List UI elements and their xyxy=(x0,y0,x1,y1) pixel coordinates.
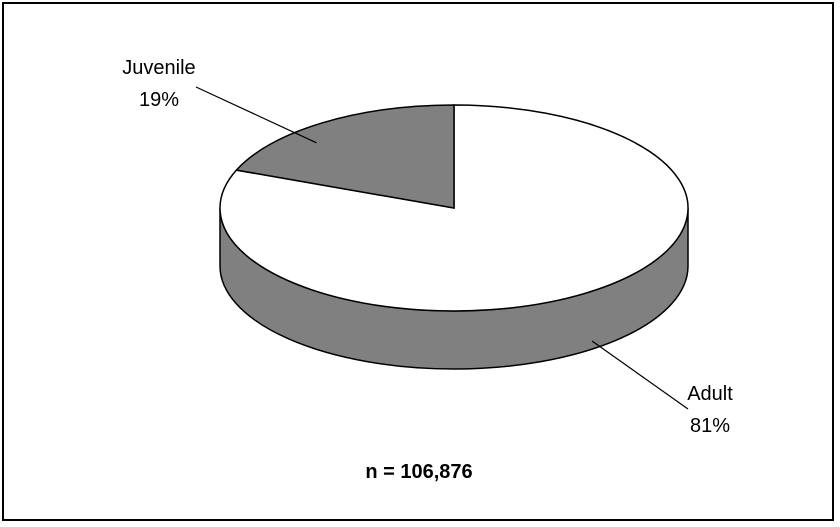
slice-label-adult: Adult xyxy=(687,383,733,405)
pie-top-face xyxy=(219,104,689,312)
leader-lines xyxy=(195,86,689,410)
leader-line-adult xyxy=(591,340,689,410)
leader-line-juvenile xyxy=(195,86,317,144)
sample-size-note: n = 106,876 xyxy=(365,461,472,483)
pie-slice-juvenile xyxy=(234,104,455,209)
slice-pct-adult: 81% xyxy=(690,415,730,437)
slice-label-juvenile: Juvenile xyxy=(122,57,195,79)
pie-chart: Juvenile 19% Adult 81% n = 106,876 xyxy=(122,57,733,483)
slice-pct-juvenile: 19% xyxy=(139,89,179,111)
chart-frame: Juvenile 19% Adult 81% n = 106,876 xyxy=(2,2,834,521)
